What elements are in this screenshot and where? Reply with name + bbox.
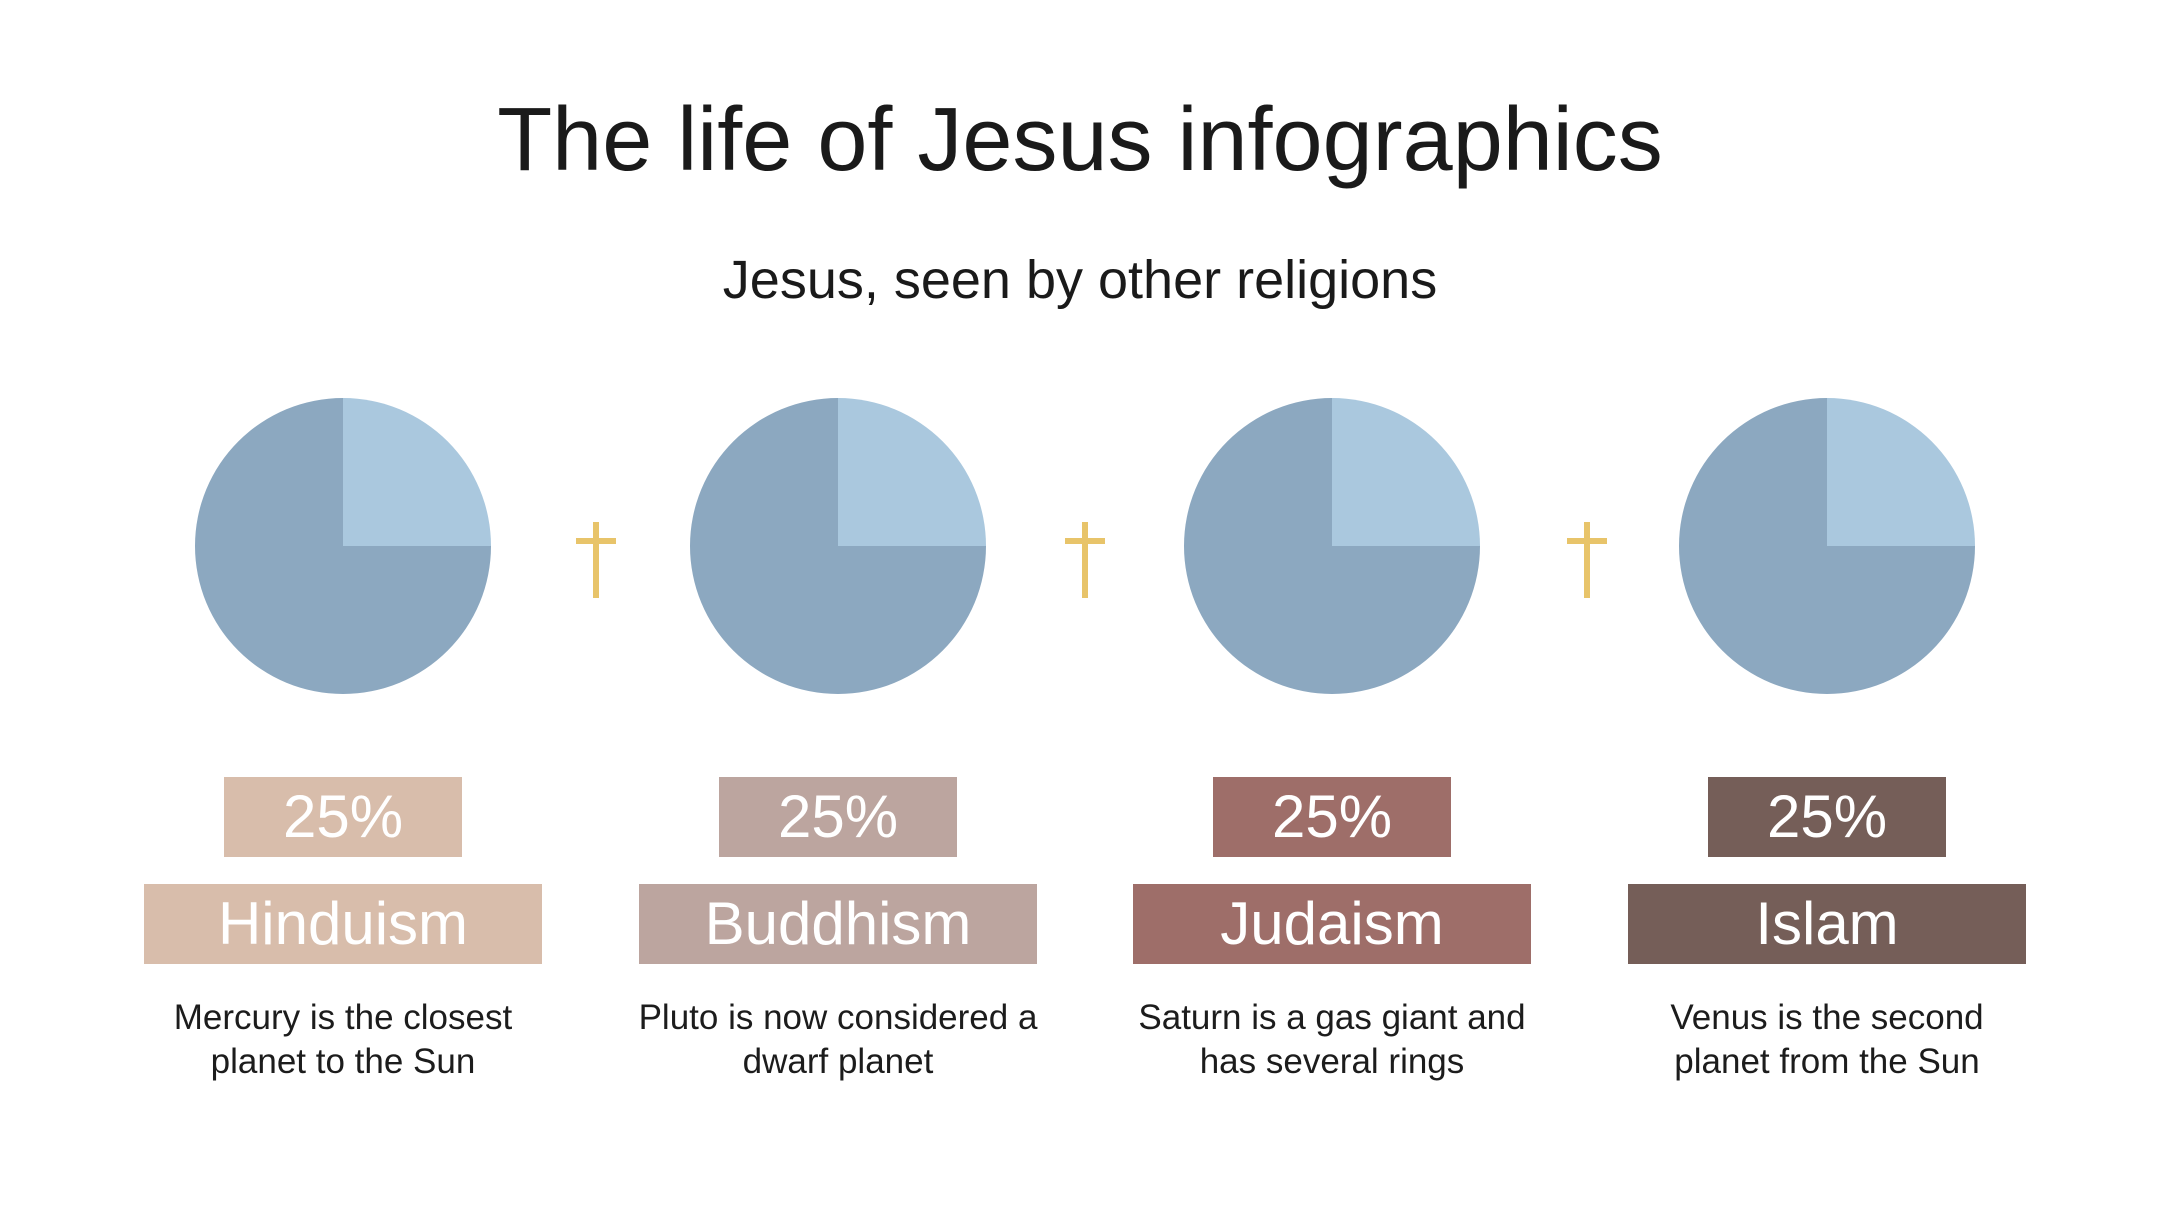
pie-chart-buddhism xyxy=(690,398,986,694)
category-label-hinduism: Hinduism xyxy=(144,884,542,964)
description-buddhism: Pluto is now considered a dwarf planet xyxy=(618,996,1058,1084)
page-title: The life of Jesus infographics xyxy=(497,90,1663,190)
pie-slice xyxy=(1332,398,1480,546)
description-line: Saturn is a gas giant and xyxy=(1138,998,1526,1037)
percent-label-islam: 25% xyxy=(1708,777,1946,857)
description-hinduism: Mercury is the closest planet to the Sun xyxy=(123,996,563,1084)
description-judaism: Saturn is a gas giant and has several ri… xyxy=(1112,996,1552,1084)
percent-label-judaism: 25% xyxy=(1213,777,1451,857)
pie-slice xyxy=(1827,398,1975,546)
percent-label-buddhism: 25% xyxy=(719,777,957,857)
pie-slice xyxy=(195,398,491,694)
cross-icon xyxy=(576,522,616,598)
percent-label-hinduism: 25% xyxy=(224,777,462,857)
category-label-judaism: Judaism xyxy=(1133,884,1531,964)
description-line: has several rings xyxy=(1199,1042,1465,1081)
pie-slice xyxy=(343,398,491,546)
description-line: Mercury is the closest xyxy=(173,998,513,1037)
description-line: dwarf planet xyxy=(742,1042,934,1081)
category-label-islam: Islam xyxy=(1628,884,2026,964)
description-line: planet from the Sun xyxy=(1674,1042,1980,1081)
pie-slice xyxy=(1184,398,1480,694)
pie-chart-hinduism xyxy=(195,398,491,694)
pie-slice xyxy=(838,398,986,546)
pie-slice xyxy=(690,398,986,694)
page-subtitle: Jesus, seen by other religions xyxy=(722,250,1438,310)
description-islam: Venus is the second planet from the Sun xyxy=(1607,996,2047,1084)
pie-chart-islam xyxy=(1679,398,1975,694)
cross-icon xyxy=(1065,522,1105,598)
description-line: Venus is the second xyxy=(1670,998,1984,1037)
pie-chart-judaism xyxy=(1184,398,1480,694)
description-line: Pluto is now considered a xyxy=(638,998,1038,1037)
pie-slice xyxy=(1679,398,1975,694)
description-line: planet to the Sun xyxy=(210,1042,476,1081)
category-label-buddhism: Buddhism xyxy=(639,884,1037,964)
cross-icon xyxy=(1567,522,1607,598)
